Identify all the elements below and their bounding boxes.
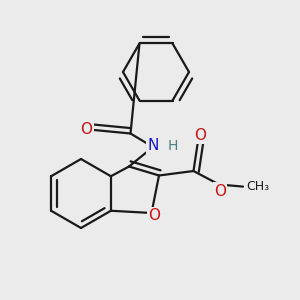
Text: O: O [148, 208, 160, 224]
Text: O: O [214, 184, 226, 199]
Text: H: H [168, 139, 178, 153]
Text: CH₃: CH₃ [246, 180, 269, 193]
Text: N: N [147, 138, 159, 153]
Text: O: O [194, 128, 206, 143]
Text: O: O [80, 122, 92, 137]
